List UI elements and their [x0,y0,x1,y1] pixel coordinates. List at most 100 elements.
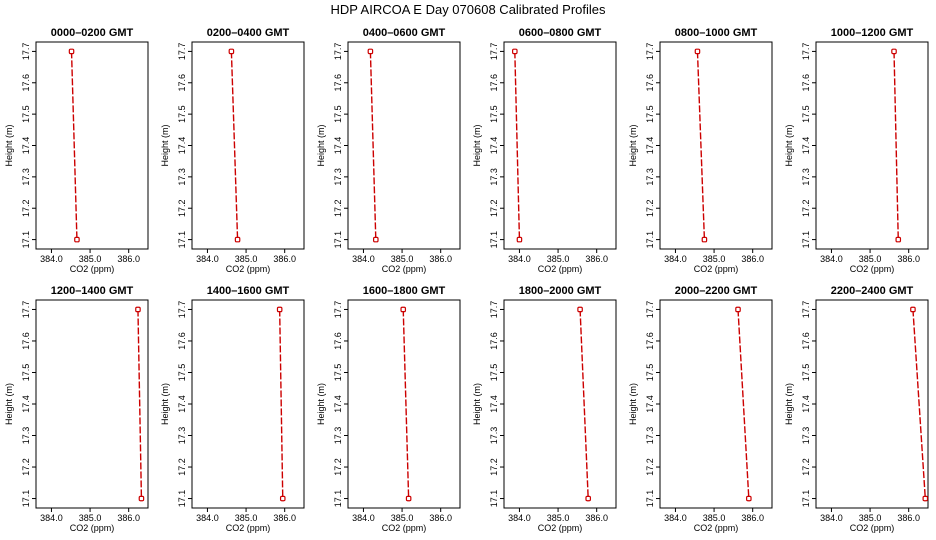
data-point [228,48,235,55]
data-point [922,495,929,502]
y-tick-label: 17.7 [645,43,655,61]
data-point [585,495,591,502]
y-tick-label: 17.1 [333,231,343,249]
y-tick-label: 17.6 [177,74,187,92]
y-tick-label: 17.1 [333,490,343,508]
panel-title: 1800–2000 GMT [519,285,602,297]
y-tick-label: 17.2 [333,458,343,476]
y-tick-label: 17.5 [177,105,187,123]
x-tick-label: 384.0 [196,254,219,264]
data-point [516,236,523,243]
plot-frame [815,299,929,509]
x-tick-label: 385.0 [547,513,570,523]
y-tick-label: 17.6 [801,74,811,92]
y-tick-label: 17.2 [645,458,655,476]
y-tick-label: 17.3 [489,427,499,445]
data-point [735,306,741,313]
x-tick-label: 385.0 [235,254,258,264]
y-tick-label: 17.5 [21,105,31,123]
x-axis-label: CO2 (ppm) [538,264,583,274]
y-tick-label: 17.5 [645,105,655,123]
data-point [138,495,145,502]
panel-title: 2200–2400 GMT [831,285,914,297]
y-tick-label: 17.5 [333,105,343,123]
x-axis-label: CO2 (ppm) [226,523,271,533]
y-tick-label: 17.1 [21,231,31,249]
figure-title: HDP AIRCOA E Day 070608 Calibrated Profi… [330,2,606,17]
y-tick-label: 17.4 [21,137,31,155]
y-tick-label: 17.3 [801,168,811,186]
y-tick-label: 17.6 [489,74,499,92]
y-tick-label: 17.4 [645,395,655,413]
x-axis-label: CO2 (ppm) [538,523,583,533]
y-tick-label: 17.1 [177,490,187,508]
profile-line [278,309,284,499]
data-point [135,306,141,313]
y-tick-label: 17.3 [177,168,187,186]
x-tick-label: 384.0 [196,513,219,523]
plot-frame [659,41,773,250]
y-tick-label: 17.1 [801,231,811,249]
y-tick-label: 17.4 [21,395,31,413]
y-tick-label: 17.6 [645,332,655,350]
x-tick-label: 385.0 [547,254,570,264]
y-tick-label: 17.7 [333,43,343,61]
x-tick-label: 384.0 [820,254,843,264]
x-tick-label: 385.0 [703,254,726,264]
data-point [895,236,902,243]
data-point [74,236,80,243]
y-tick-label: 17.3 [21,427,31,445]
panel-title: 0200–0400 GMT [207,27,290,39]
x-tick-label: 385.0 [235,513,258,523]
y-axis-label: Height (m) [316,383,326,425]
profile-line [137,309,143,499]
y-tick-label: 17.3 [21,168,31,186]
plot-frame [191,299,305,509]
x-tick-label: 386.0 [897,254,920,264]
panel-title: 1200–1400 GMT [51,285,134,297]
x-tick-label: 384.0 [352,513,375,523]
y-tick-label: 17.2 [177,199,187,217]
y-tick-label: 17.7 [333,301,343,319]
y-tick-label: 17.1 [177,231,187,249]
y-tick-label: 17.5 [177,364,187,382]
x-tick-label: 384.0 [664,254,687,264]
x-axis-label: CO2 (ppm) [382,264,427,274]
y-tick-label: 17.4 [177,395,187,413]
profile-line [696,51,706,240]
data-point [279,495,286,502]
x-tick-label: 384.0 [352,254,375,264]
y-tick-label: 17.2 [489,458,499,476]
y-axis-label: Height (m) [472,383,482,425]
y-tick-label: 17.3 [489,168,499,186]
y-tick-label: 17.2 [801,199,811,217]
x-tick-label: 386.0 [585,254,608,264]
x-tick-label: 384.0 [40,254,63,264]
plot-frame [35,41,149,250]
x-tick-label: 386.0 [117,254,140,264]
data-point [373,236,379,243]
y-axis-label: Height (m) [160,124,170,166]
y-tick-label: 17.7 [489,301,499,319]
x-tick-label: 386.0 [273,254,296,264]
y-axis-label: Height (m) [4,124,14,166]
plot-frame [503,299,617,509]
y-tick-label: 17.5 [21,364,31,382]
y-tick-label: 17.5 [489,364,499,382]
y-tick-label: 17.6 [645,74,655,92]
plot-frame [503,41,617,250]
y-axis-label: Height (m) [628,124,638,166]
y-tick-label: 17.7 [177,301,187,319]
y-axis-label: Height (m) [784,383,794,425]
y-tick-label: 17.7 [801,43,811,61]
y-tick-label: 17.7 [489,43,499,61]
plot-frame [815,41,929,250]
y-tick-label: 17.4 [801,395,811,413]
x-tick-label: 384.0 [508,513,531,523]
y-tick-label: 17.3 [801,427,811,445]
x-tick-label: 385.0 [703,513,726,523]
